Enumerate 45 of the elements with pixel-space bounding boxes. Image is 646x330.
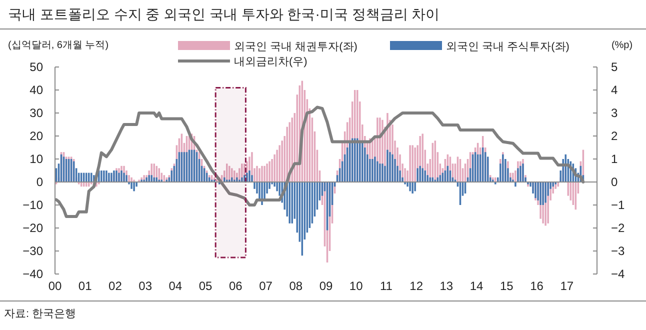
x-tick-label: 17: [560, 279, 574, 293]
x-tick-label: 16: [530, 279, 544, 293]
y-tick-label: −20: [22, 221, 44, 235]
y-tick-label: 50: [30, 60, 44, 74]
y-tick-label: 0: [36, 175, 44, 189]
y2-tick-label: 0: [611, 175, 618, 189]
x-tick-label: 05: [198, 279, 213, 293]
legend-label: 외국인 국내 주식투자(좌): [446, 41, 570, 53]
chart-title: 국내 포트폴리오 수지 중 외국인 국내 투자와 한국·미국 정책금리 차이: [8, 6, 440, 22]
x-tick-label: 06: [228, 279, 243, 293]
x-tick-label: 14: [470, 279, 484, 293]
x-tick-label: 00: [48, 279, 62, 293]
x-tick-label: 13: [440, 279, 454, 293]
y2-axis-title: (%p): [611, 40, 633, 51]
legend-label: 외국인 국내 채권투자(좌): [234, 41, 358, 53]
y-tick-label: 30: [30, 106, 44, 120]
y-tick-label: −10: [22, 198, 44, 212]
x-tick-label: 11: [380, 279, 393, 293]
y2-tick-label: −3: [611, 244, 626, 258]
y2-tick-label: 2: [611, 129, 618, 143]
y2-tick-label: 1: [611, 152, 618, 166]
text: 자료: 한국은행: [4, 308, 76, 320]
y-tick-label: 10: [30, 152, 44, 166]
x-tick-label: 04: [168, 279, 182, 293]
y2-tick-label: 4: [611, 83, 618, 97]
x-tick-label: 12: [410, 279, 424, 293]
y-axis-title: (십억달러, 6개월 누적): [8, 40, 109, 51]
y2-tick-label: 3: [611, 106, 618, 120]
x-tick-label: 03: [138, 279, 152, 293]
x-tick-label: 01: [78, 279, 92, 293]
x-tick-label: 08: [289, 279, 303, 293]
x-tick-label: 15: [500, 279, 514, 293]
x-tick-label: 10: [349, 279, 364, 293]
y-tick-label: 40: [30, 83, 44, 97]
y-tick-label: −30: [22, 244, 44, 258]
x-tick-label: 09: [319, 279, 333, 293]
y2-tick-label: −2: [611, 221, 626, 235]
y2-tick-label: −4: [611, 267, 626, 281]
y2-tick-label: 5: [611, 60, 618, 74]
x-tick-label: 07: [259, 279, 273, 293]
y-tick-label: 20: [30, 129, 44, 143]
y-tick-label: −40: [22, 267, 44, 281]
legend-label: 내외금리차(우): [234, 56, 308, 68]
y2-tick-label: −1: [611, 198, 626, 212]
x-tick-label: 02: [108, 279, 122, 293]
